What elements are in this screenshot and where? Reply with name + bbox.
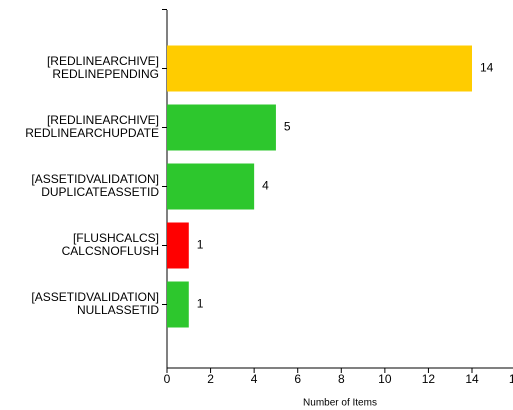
- y-tick-label: [FLUSHCALCS] CALCSNOFLUSH: [62, 231, 159, 258]
- y-tick-label-line: NULLASSETID: [77, 303, 159, 317]
- y-tick-label-line: DUPLICATEASSETID: [41, 185, 159, 199]
- x-tick-label: 10: [378, 372, 392, 386]
- y-tick-label-line: [REDLINEARCHIVE]: [47, 113, 159, 127]
- y-tick-label-line: [ASSETIDVALIDATION]: [31, 290, 159, 304]
- bar: [167, 281, 189, 328]
- x-tick-label: 6: [294, 372, 301, 386]
- y-tick-label-line: REDLINEARCHUPDATE: [25, 126, 159, 140]
- bar: [167, 104, 276, 151]
- bar: [167, 222, 189, 269]
- x-tick-label: 14: [465, 372, 479, 386]
- x-tick-label: 12: [422, 372, 436, 386]
- y-tick-label: [REDLINEARCHIVE] REDLINEPENDING: [47, 54, 159, 81]
- x-tick-label: 16: [509, 372, 513, 386]
- y-tick-label-line: [ASSETIDVALIDATION]: [31, 172, 159, 186]
- bar: [167, 163, 255, 210]
- x-axis-label: Number of Items: [303, 398, 377, 409]
- y-tick-label: [REDLINEARCHIVE] REDLINEARCHUPDATE: [25, 113, 159, 140]
- x-tick-label: 8: [338, 372, 345, 386]
- x-tick-label: 4: [251, 372, 258, 386]
- value-label: 1: [197, 238, 204, 252]
- value-label: 4: [262, 179, 269, 193]
- value-label: 14: [480, 61, 494, 75]
- value-label: 1: [197, 297, 204, 311]
- y-tick-label: [ASSETIDVALIDATION] NULLASSETID: [31, 290, 159, 317]
- y-tick-label-line: [REDLINEARCHIVE]: [47, 54, 159, 68]
- bar: [167, 45, 472, 92]
- y-tick-label-line: REDLINEPENDING: [52, 67, 159, 81]
- value-label: 5: [284, 120, 291, 134]
- x-tick-label: 0: [164, 372, 171, 386]
- x-tick-label: 2: [207, 372, 214, 386]
- y-tick-label: [ASSETIDVALIDATION] DUPLICATEASSETID: [31, 172, 159, 199]
- y-tick-label-line: CALCSNOFLUSH: [62, 244, 159, 258]
- y-tick-label-line: [FLUSHCALCS]: [73, 231, 159, 245]
